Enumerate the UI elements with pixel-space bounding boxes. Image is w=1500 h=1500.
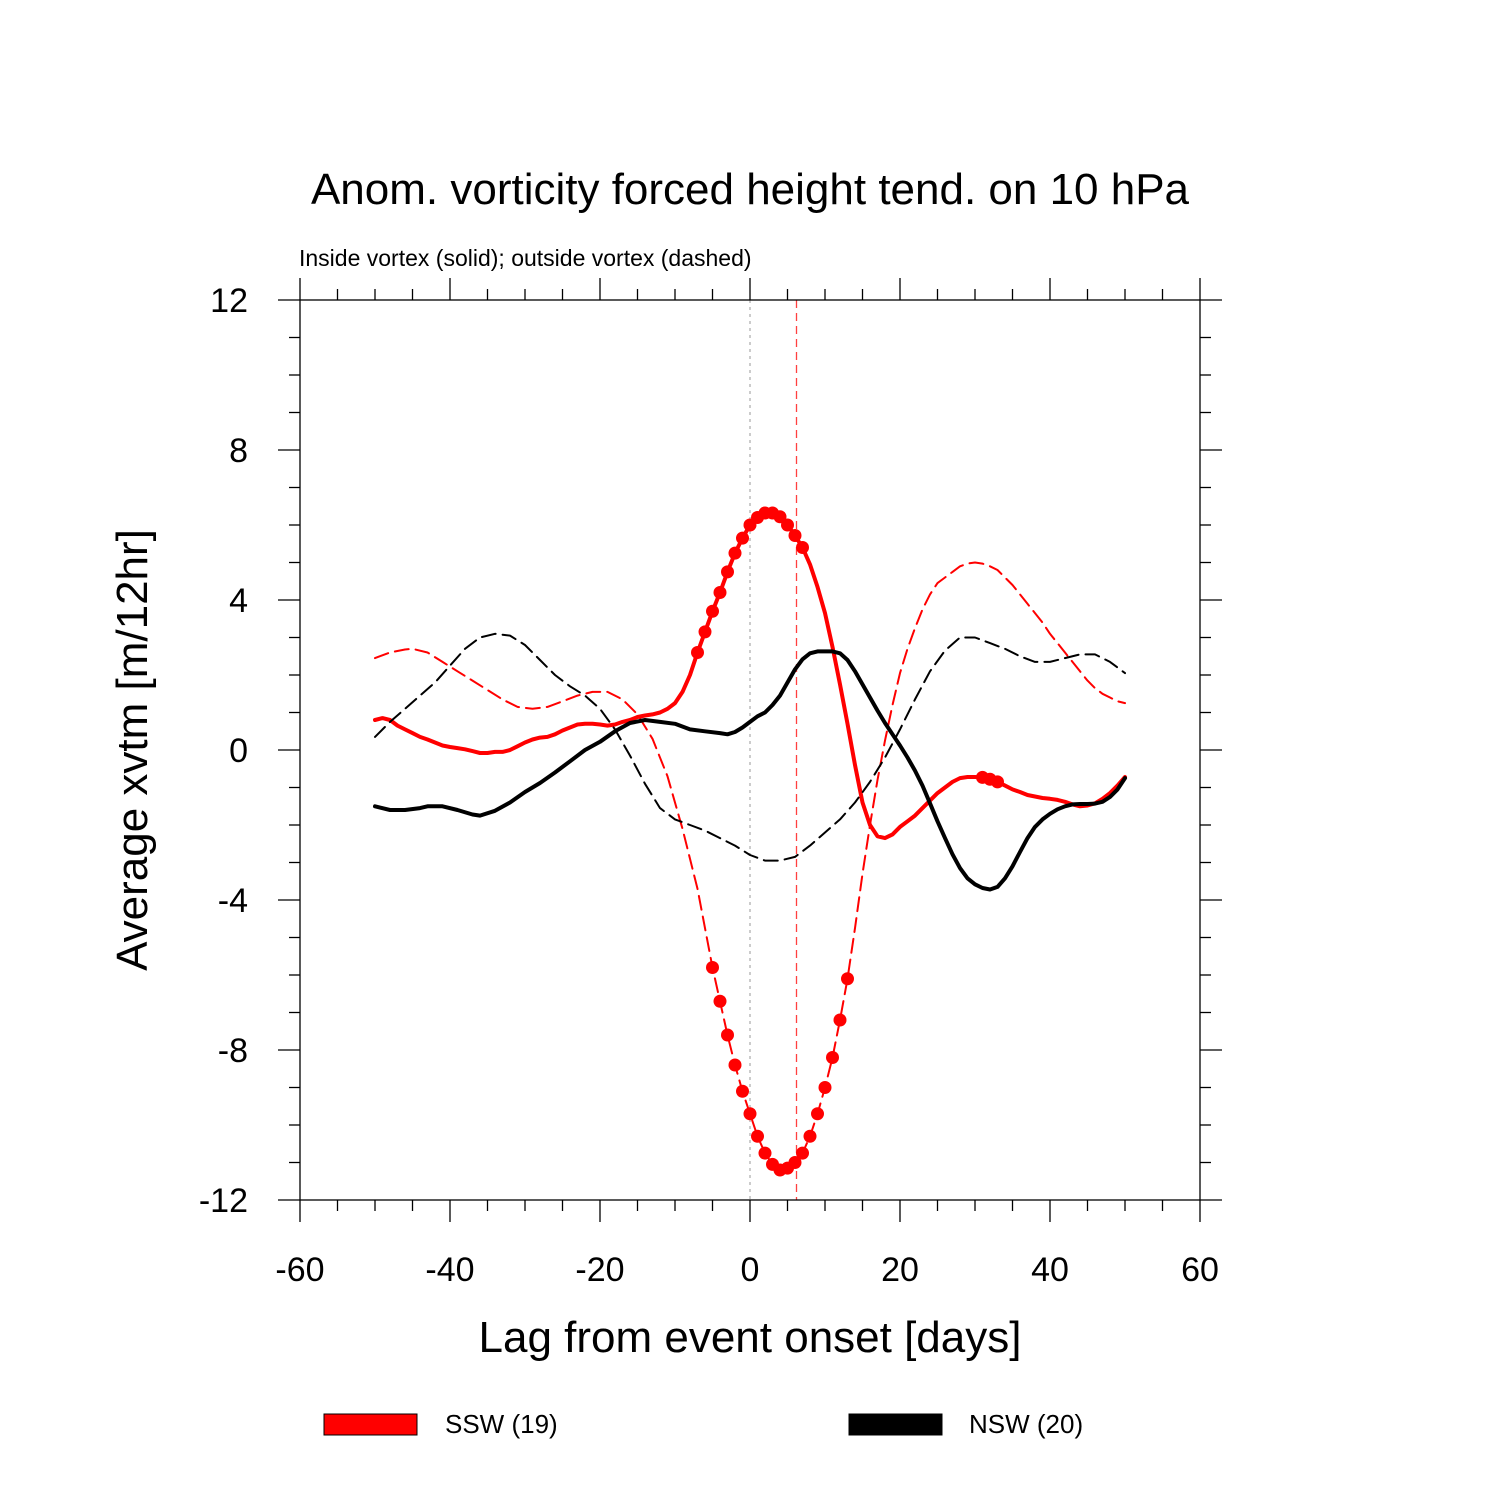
significance-marker bbox=[706, 961, 719, 974]
series-line bbox=[374, 632, 1126, 862]
legend-label-ssw: SSW (19) bbox=[445, 1409, 558, 1439]
chart-title: Anom. vorticity forced height tend. on 1… bbox=[311, 165, 1190, 214]
legend-swatch-nsw bbox=[848, 1413, 943, 1436]
significance-marker bbox=[743, 1107, 757, 1121]
significance-marker bbox=[728, 546, 742, 560]
series-inside-ssw bbox=[373, 506, 1127, 841]
significance-marker bbox=[773, 510, 787, 524]
significance-marker bbox=[751, 1129, 764, 1143]
y-tick-label: 4 bbox=[229, 582, 248, 620]
series-inside-nsw bbox=[373, 649, 1127, 892]
y-axis-label: Average xvtm [m/12hr] bbox=[108, 529, 157, 971]
legend-label-nsw: NSW (20) bbox=[969, 1409, 1083, 1439]
significance-marker bbox=[788, 1156, 802, 1169]
legend-swatch-ssw bbox=[323, 1413, 418, 1436]
significance-marker bbox=[796, 1146, 809, 1160]
significance-marker bbox=[706, 604, 719, 618]
significance-marker bbox=[728, 1058, 742, 1072]
significance-marker bbox=[796, 541, 809, 554]
y-tick-label: -8 bbox=[218, 1032, 248, 1070]
significance-marker bbox=[698, 625, 712, 639]
reference-lines bbox=[749, 300, 798, 1200]
y-tick-label: -12 bbox=[199, 1182, 248, 1220]
series-line bbox=[374, 561, 1126, 1171]
legend: SSW (19) NSW (20) bbox=[323, 1409, 1083, 1439]
significance-marker bbox=[991, 775, 1004, 789]
significance-marker bbox=[713, 994, 727, 1008]
significance-marker bbox=[721, 565, 734, 579]
x-tick-label: 20 bbox=[881, 1251, 919, 1289]
significance-marker bbox=[781, 518, 794, 532]
series-line bbox=[373, 649, 1127, 892]
significance-marker bbox=[788, 529, 802, 542]
series-group bbox=[373, 506, 1127, 1177]
x-tick-label: -40 bbox=[425, 1251, 474, 1289]
significance-marker bbox=[721, 1028, 734, 1042]
significance-marker bbox=[841, 972, 854, 986]
significance-marker bbox=[811, 1107, 824, 1121]
y-tick-label: 8 bbox=[229, 432, 248, 470]
chart-subtitle: Inside vortex (solid); outside vortex (d… bbox=[299, 245, 752, 271]
significance-marker bbox=[833, 1013, 847, 1027]
y-tick-label: 12 bbox=[210, 282, 248, 320]
x-tick-label: 60 bbox=[1181, 1251, 1219, 1289]
significance-marker bbox=[691, 646, 704, 659]
x-tick-label: -20 bbox=[575, 1251, 624, 1289]
x-tick-label: -60 bbox=[275, 1251, 324, 1289]
significance-marker bbox=[803, 1129, 817, 1143]
significance-marker bbox=[736, 1084, 749, 1098]
y-tick-label: 0 bbox=[229, 732, 248, 770]
significance-marker bbox=[818, 1081, 832, 1094]
series-outside-nsw bbox=[374, 632, 1126, 862]
x-tick-label: 0 bbox=[741, 1251, 760, 1289]
x-tick-label: 40 bbox=[1031, 1251, 1069, 1289]
significance-marker bbox=[736, 531, 749, 545]
significance-marker bbox=[826, 1051, 839, 1064]
significance-marker bbox=[758, 1146, 772, 1160]
x-axis-label: Lag from event onset [days] bbox=[479, 1313, 1022, 1362]
y-tick-label: -4 bbox=[218, 882, 248, 920]
axis-ticks bbox=[278, 278, 1222, 1222]
significance-marker bbox=[713, 586, 727, 599]
series-outside-ssw bbox=[374, 561, 1126, 1177]
